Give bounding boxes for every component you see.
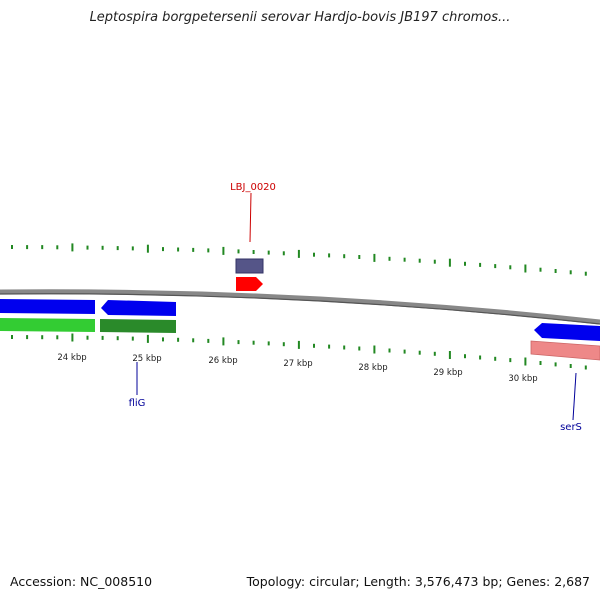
cds-reverse-arrow[interactable] [101,300,176,316]
tick-label-24kbp: 24 kbp [57,353,86,363]
outer-tick-ring [11,243,587,276]
tick-label-30kbp: 30 kbp [508,374,537,384]
feature-red-arrow[interactable] [236,277,263,291]
map-title: Leptospira borgpetersenii serovar Hardjo… [89,10,511,25]
inner-tick-ring [11,333,587,370]
gene-green-left[interactable] [0,318,95,332]
feature-slate[interactable] [235,258,264,274]
gene-label-lbj0020[interactable]: LBJ_0020 [230,182,276,193]
cds-forward-left[interactable] [0,299,95,314]
gene-label-flig[interactable]: fliG [129,398,146,409]
accession-text: Accession: NC_008510 [10,574,153,589]
genome-backbone [0,289,600,325]
tick-label-29kbp: 29 kbp [433,368,462,378]
feature-pink[interactable] [530,340,600,361]
tick-label-27kbp: 27 kbp [283,359,312,369]
gene-label-sers[interactable]: serS [560,422,582,433]
tick-label-26kbp: 26 kbp [208,356,237,366]
tick-label-28kbp: 28 kbp [358,363,387,373]
genome-backbone-shadow [0,293,600,325]
gene-dark-green[interactable] [100,319,176,333]
lbj0020-connector [249,192,252,243]
cds-reverse-right[interactable] [534,323,600,341]
sers-connector [572,372,577,421]
genome-summary-text: Topology: circular; Length: 3,576,473 bp… [246,574,590,589]
tick-label-25kbp: 25 kbp [132,354,161,364]
tick-labels: 24 kbp 25 kbp 26 kbp 27 kbp 28 kbp 29 kb… [57,353,537,384]
